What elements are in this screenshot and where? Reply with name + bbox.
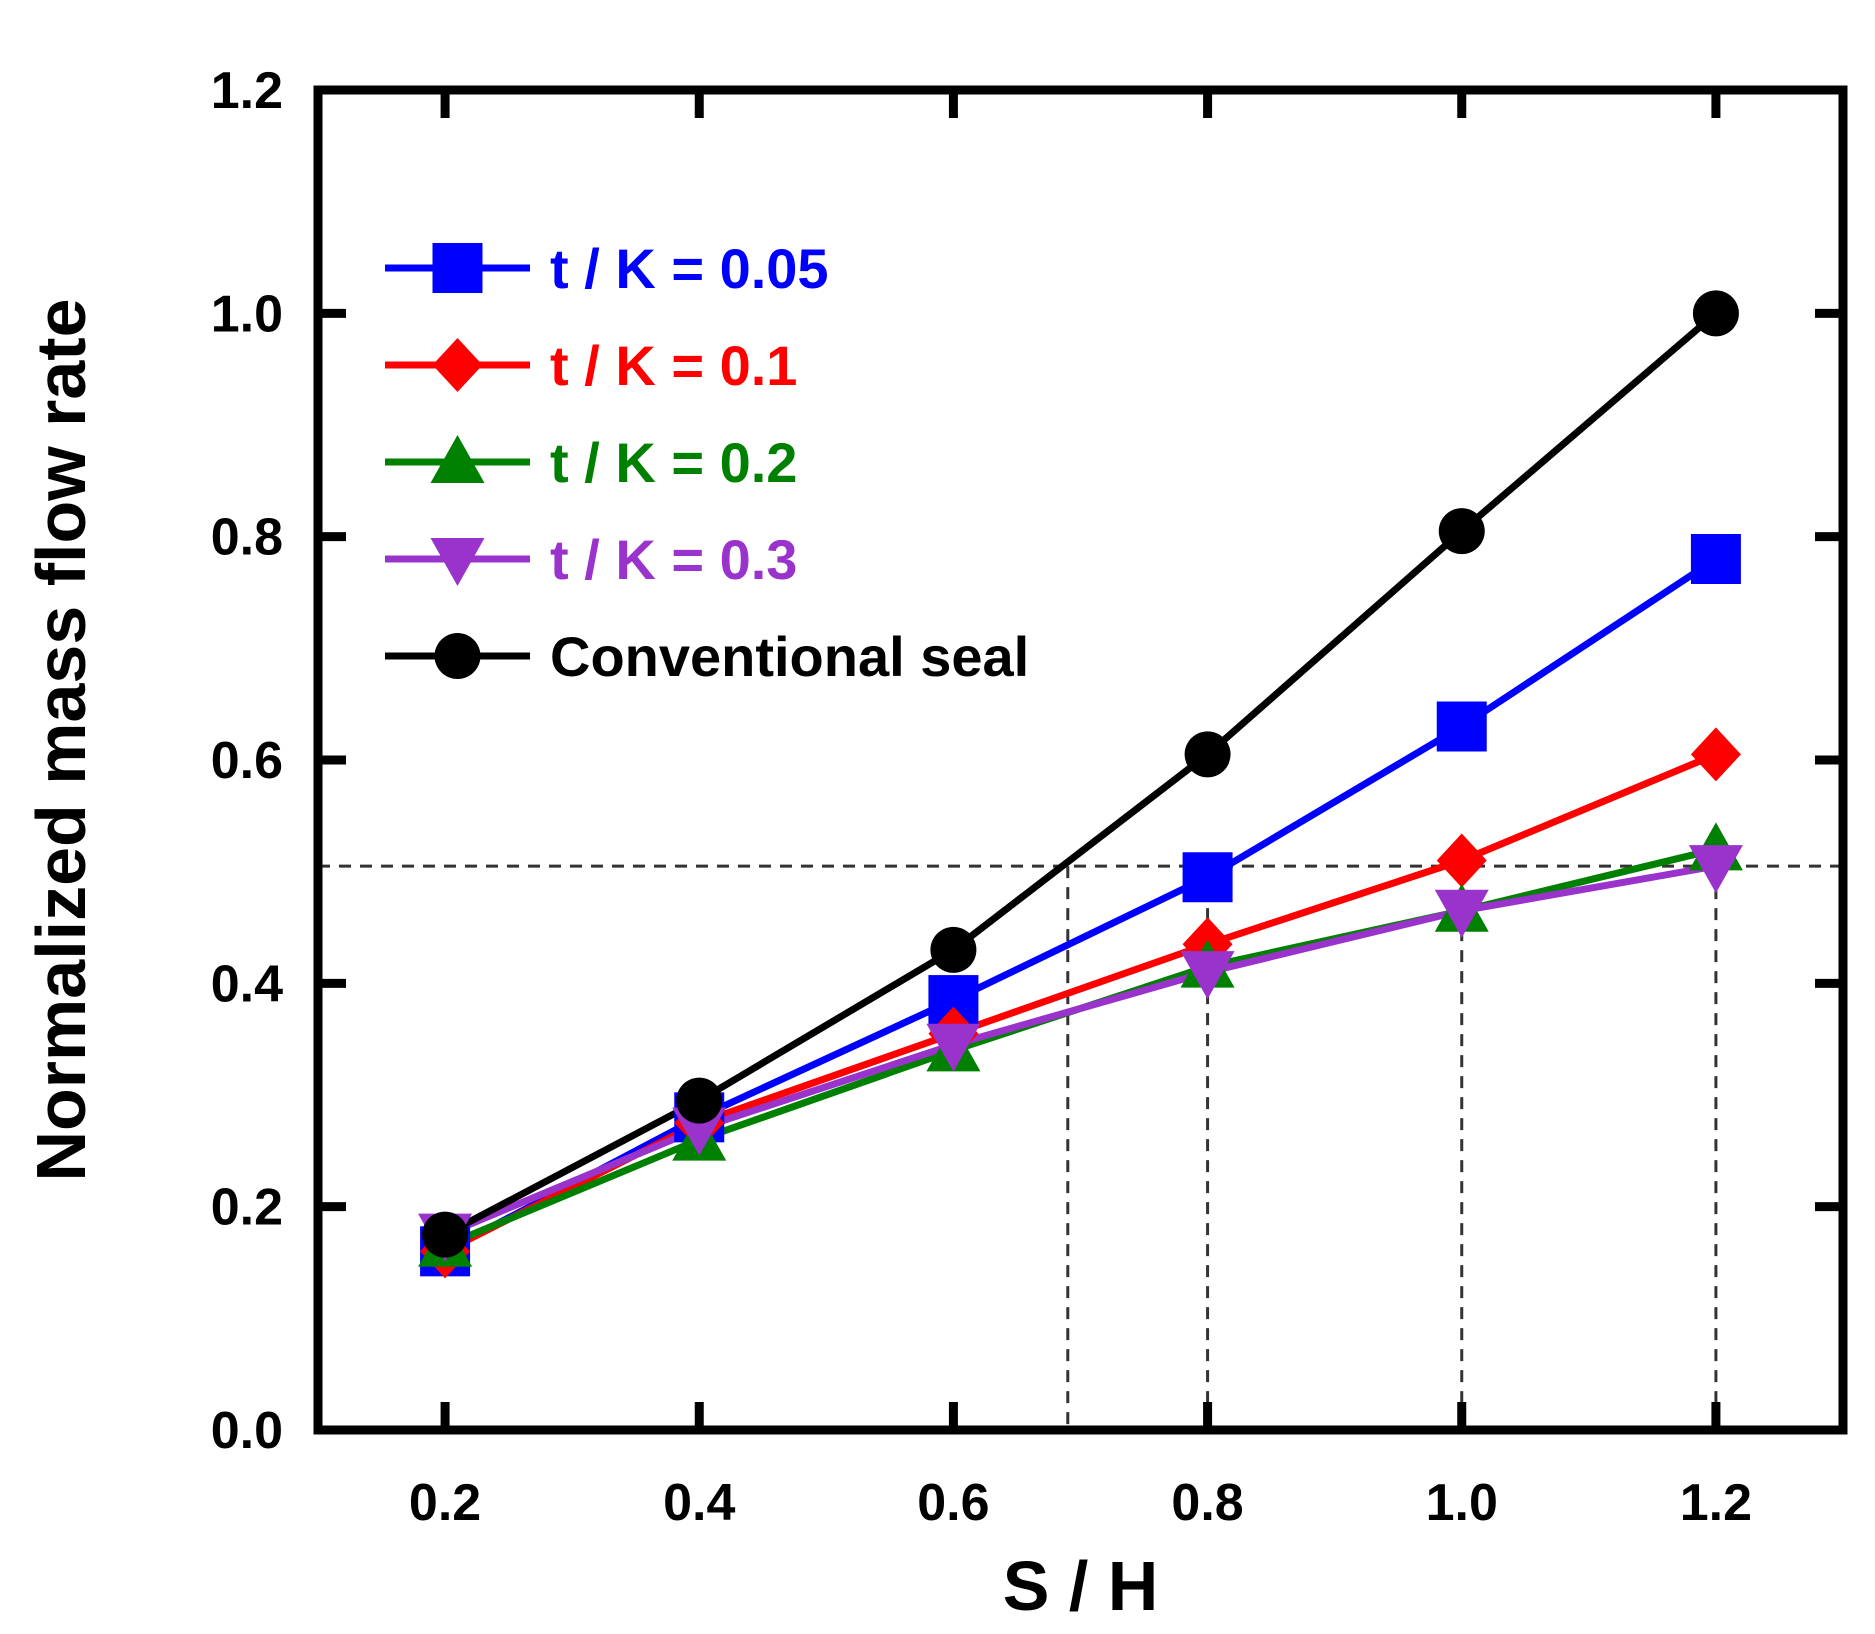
x-tick-label-5: 1.2	[1680, 1474, 1752, 1532]
series-markers-3	[418, 845, 1743, 1262]
series-layer	[418, 290, 1743, 1279]
series-line-1	[443, 751, 1718, 1255]
legend-label-4: Conventional seal	[550, 625, 1029, 688]
series-markers-1	[420, 727, 1741, 1279]
legend-item-4: Conventional seal	[385, 625, 1029, 688]
data-point-4-5	[1692, 290, 1739, 337]
y-tick-label-3: 0.6	[211, 732, 283, 790]
data-point-3-3	[1180, 951, 1235, 1000]
legend-label-0: t / K = 0.05	[550, 237, 829, 300]
legend-label-3: t / K = 0.3	[550, 528, 797, 591]
series-3	[443, 862, 1717, 1238]
data-point-3-2	[926, 1023, 981, 1072]
series-line-0	[443, 556, 1718, 1255]
data-point-3-1	[672, 1107, 727, 1156]
x-axis-title: S / H	[1003, 1547, 1159, 1625]
y-tick-label-5: 1.0	[211, 285, 283, 343]
x-tick-label-3: 0.8	[1171, 1474, 1243, 1532]
x-tick-label-2: 0.6	[917, 1474, 989, 1532]
y-axis-title: Normalized mass flow rate	[22, 298, 100, 1181]
legend-marker-0	[432, 243, 483, 293]
legend-item-1: t / K = 0.1	[385, 334, 797, 397]
x-tick-label-0: 0.2	[409, 1474, 481, 1532]
legend-marker-4	[434, 633, 481, 679]
legend-marker-3	[430, 538, 485, 586]
series-markers-4	[422, 290, 1739, 1258]
legend-label-2: t / K = 0.2	[550, 431, 797, 494]
data-point-4-4	[1438, 508, 1485, 555]
legend-label-1: t / K = 0.1	[550, 334, 797, 397]
y-tick-label-4: 0.8	[211, 509, 283, 567]
series-1	[443, 751, 1718, 1255]
x-tick-label-1: 0.4	[663, 1474, 735, 1532]
series-0	[443, 556, 1718, 1255]
y-tick-label-2: 0.4	[211, 955, 283, 1013]
data-point-1-5	[1690, 727, 1741, 782]
legend-marker-2	[430, 435, 485, 483]
plot-frame	[313, 85, 1848, 1435]
legend-item-0: t / K = 0.05	[385, 237, 829, 300]
ticks-layer: 0.2 0.4 0.6 0.8 1.0 1.2 0.0 0.2 0.4 0.6 0.8 1.0 1.2	[211, 62, 1843, 1532]
data-point-1-4	[1436, 833, 1487, 888]
data-point-4-2	[930, 926, 977, 973]
data-point-0-5	[1690, 534, 1741, 584]
series-2	[443, 845, 1717, 1249]
y-tick-label-1: 0.2	[211, 1179, 283, 1237]
legend: t / K = 0.05 t / K = 0.1 t / K = 0.2 t / K …	[385, 237, 1029, 688]
series-line-4	[443, 310, 1719, 1238]
series-4	[443, 310, 1719, 1238]
data-point-4-3	[1184, 731, 1231, 778]
series-line-2	[443, 845, 1717, 1249]
legend-item-2: t / K = 0.2	[385, 431, 797, 494]
data-point-3-5	[1688, 845, 1743, 894]
data-point-3-4	[1434, 889, 1489, 938]
y-tick-label-6: 1.2	[211, 62, 283, 120]
x-tick-label-4: 1.0	[1426, 1474, 1498, 1532]
data-point-0-4	[1436, 701, 1487, 752]
y-tick-label-0: 0.0	[211, 1402, 283, 1460]
data-point-0-3	[1182, 852, 1233, 903]
legend-marker-1	[432, 338, 483, 392]
data-point-4-0	[422, 1211, 469, 1258]
data-point-4-1	[676, 1077, 723, 1124]
reference-lines	[318, 864, 1843, 1430]
series-line-3	[443, 862, 1717, 1238]
legend-item-3: t / K = 0.3	[385, 528, 797, 591]
